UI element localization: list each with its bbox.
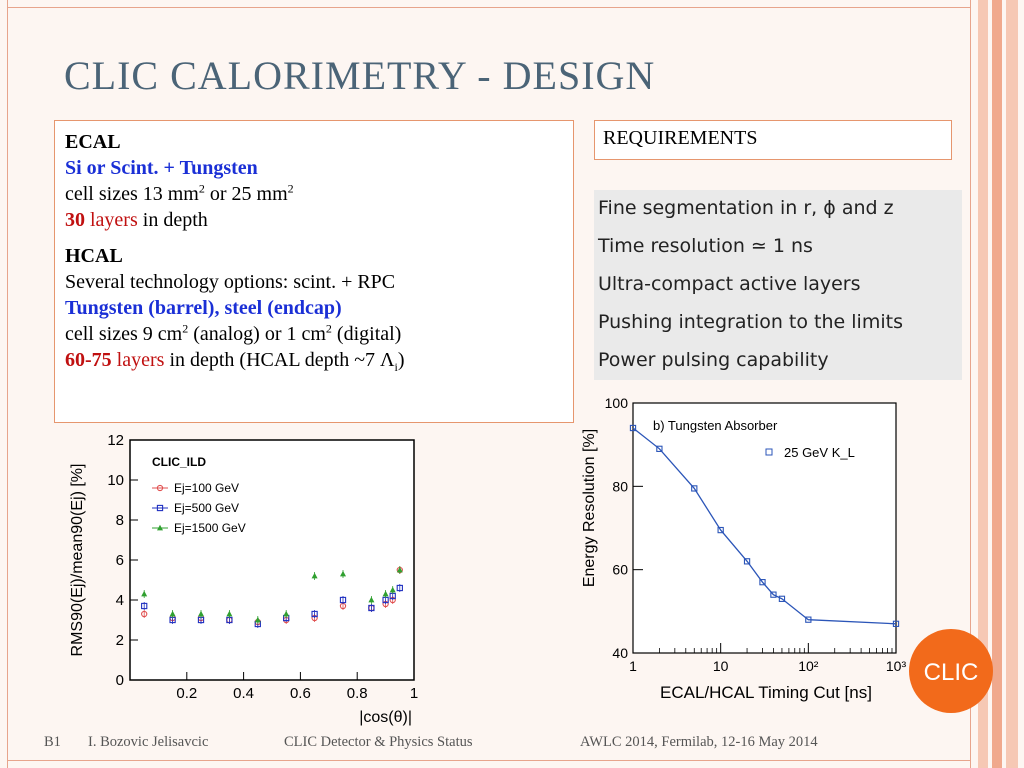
data-point xyxy=(169,610,176,617)
data-point xyxy=(283,610,290,617)
x-tick-label: 10² xyxy=(798,658,819,674)
frame-line-right xyxy=(970,0,971,768)
y-tick-label: 6 xyxy=(116,552,124,569)
series-line xyxy=(632,427,897,625)
data-point xyxy=(340,570,346,577)
data-point xyxy=(691,485,698,492)
data-point xyxy=(254,616,261,623)
data-point xyxy=(368,604,375,612)
x-axis-label: |cos(θ)| xyxy=(359,709,412,726)
y-tick-label: 10 xyxy=(107,472,124,489)
data-point xyxy=(629,424,637,432)
x-tick-label: 1 xyxy=(629,658,637,674)
slide-title: CLIC CALORIMETRY - DESIGN xyxy=(64,53,656,98)
x-tick-label: 0.8 xyxy=(347,685,368,702)
hcal-cell-sizes: cell sizes 9 cm2 (analog) or 1 cm2 (digi… xyxy=(65,321,402,345)
frame-line-left xyxy=(7,0,8,768)
y-tick-label: 80 xyxy=(612,478,628,494)
data-point xyxy=(778,595,786,602)
footer-author: I. Bozovic Jelisavcic xyxy=(88,734,209,750)
chart-title: b) Tungsten Absorber xyxy=(653,418,778,433)
data-point xyxy=(759,579,766,586)
x-axis-label: ECAL/HCAL Timing Cut [ns] xyxy=(660,683,872,702)
chart-title: CLIC_ILD xyxy=(152,455,206,469)
legend-marker xyxy=(765,448,773,456)
requirements-list: Fine segmentation in r, ϕ and z Time res… xyxy=(594,190,962,380)
data-point xyxy=(198,610,204,617)
requirement-item: Pushing integration to the limits xyxy=(598,311,903,333)
data-point xyxy=(311,572,318,579)
legend-label: Ej=1500 GeV xyxy=(174,521,246,535)
y-axis-label: Energy Resolution [%] xyxy=(581,429,598,587)
data-point xyxy=(141,590,148,597)
data-point xyxy=(770,591,777,598)
frame-line-top xyxy=(7,7,971,8)
data-point xyxy=(141,610,148,618)
requirements-heading: REQUIREMENTS xyxy=(594,120,952,160)
data-point xyxy=(717,526,724,534)
data-point xyxy=(226,610,233,617)
requirement-item: Time resolution ≃ 1 ns xyxy=(598,235,813,257)
y-axis-label: RMS90(Ej)/mean90(Ej) [%] xyxy=(69,464,86,657)
data-point xyxy=(389,586,396,593)
legend-label: 25 GeV K_L xyxy=(784,445,855,460)
data-point xyxy=(743,558,751,565)
hcal-layers: 60-75 layers in depth (HCAL depth ~7 Λi) xyxy=(65,349,405,374)
decorative-stripe xyxy=(978,0,988,768)
data-point xyxy=(805,616,812,623)
ecal-heading: ECAL xyxy=(65,131,121,153)
x-tick-label: 1 xyxy=(410,685,418,702)
y-tick-label: 60 xyxy=(612,562,628,578)
requirement-item: Power pulsing capability xyxy=(598,349,829,371)
requirement-item: Ultra-compact active layers xyxy=(598,273,861,295)
hcal-materials: Tungsten (barrel), steel (endcap) xyxy=(65,297,342,319)
data-point xyxy=(892,620,900,627)
ecal-cell-sizes: cell sizes 13 mm2 or 25 mm2 xyxy=(65,181,294,205)
clic-logo: CLIC xyxy=(909,629,993,713)
data-point xyxy=(656,445,663,452)
data-point xyxy=(396,584,403,592)
y-tick-label: 12 xyxy=(107,432,124,449)
data-point xyxy=(141,602,148,610)
y-tick-label: 2 xyxy=(116,632,124,649)
legend-label: Ej=500 GeV xyxy=(174,501,239,515)
data-point xyxy=(382,590,389,597)
footer-event: AWLC 2014, Fermilab, 12-16 May 2014 xyxy=(580,734,818,750)
x-tick-label: 10 xyxy=(713,658,729,674)
y-tick-label: 4 xyxy=(116,592,124,609)
frame-line-bottom xyxy=(7,760,971,761)
y-tick-label: 8 xyxy=(116,512,124,529)
data-point xyxy=(339,596,347,604)
data-point xyxy=(311,610,318,618)
legend-label: Ej=100 GeV xyxy=(174,481,239,495)
y-tick-label: 0 xyxy=(116,672,124,689)
requirement-item: Fine segmentation in r, ϕ and z xyxy=(598,197,894,219)
x-tick-label: 0.4 xyxy=(233,685,254,702)
hcal-heading: HCAL xyxy=(65,245,123,267)
calorimeter-design-box: ECAL Si or Scint. + Tungsten cell sizes … xyxy=(54,120,574,423)
data-point xyxy=(396,566,403,573)
x-tick-label: 10³ xyxy=(886,658,907,674)
decorative-stripe xyxy=(1006,0,1018,768)
hcal-options: Several technology options: scint. + RPC xyxy=(65,271,396,293)
y-tick-label: 100 xyxy=(605,395,629,411)
decorative-stripe xyxy=(992,0,1002,768)
x-tick-label: 0.6 xyxy=(290,685,311,702)
data-point xyxy=(368,596,375,603)
footer-talk: CLIC Detector & Physics Status xyxy=(284,734,473,750)
ecal-layers: 30 layers in depth xyxy=(65,209,208,231)
legend-marker xyxy=(156,484,164,492)
x-tick-label: 0.2 xyxy=(176,685,197,702)
ecal-materials: Si or Scint. + Tungsten xyxy=(65,157,258,179)
legend-marker xyxy=(157,524,163,531)
jet-resolution-chart: 0 2 4 6 8 10 12 0.2 0.4 0.6 0.8 1 CLIC_ILD Ej=100 G… xyxy=(69,432,418,726)
footer-slide-id: B1 xyxy=(44,734,61,750)
logo-text: CLIC xyxy=(924,659,979,686)
slide-footer: B1 I. Bozovic Jelisavcic CLIC Detector &… xyxy=(0,734,1024,754)
legend-marker xyxy=(156,504,164,512)
y-tick-label: 40 xyxy=(612,645,628,661)
